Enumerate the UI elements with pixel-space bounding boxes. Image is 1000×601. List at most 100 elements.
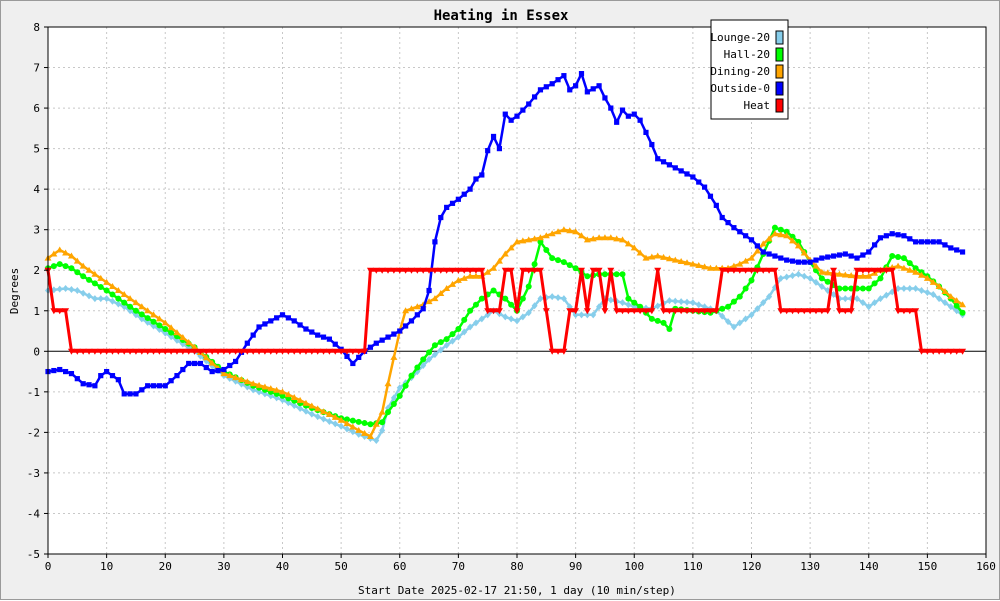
data-point <box>420 306 426 312</box>
data-point <box>68 265 75 272</box>
data-point <box>719 312 726 320</box>
data-point <box>144 315 151 322</box>
data-point <box>654 302 661 310</box>
data-point <box>325 411 333 418</box>
data-point <box>373 436 380 444</box>
data-point <box>936 239 942 245</box>
data-point <box>262 321 268 327</box>
data-point <box>150 348 158 355</box>
data-point <box>566 227 574 234</box>
data-point <box>613 271 620 278</box>
data-point <box>103 287 110 294</box>
data-point <box>608 105 614 111</box>
data-point <box>531 235 539 242</box>
data-point <box>145 383 151 389</box>
data-point <box>472 267 480 274</box>
data-point <box>683 259 691 266</box>
data-point <box>942 242 948 248</box>
data-point <box>765 235 773 242</box>
data-point <box>273 386 281 393</box>
data-point <box>396 267 404 274</box>
data-point <box>302 407 309 415</box>
data-point <box>543 246 550 253</box>
data-point <box>660 253 668 260</box>
data-point <box>742 315 749 323</box>
data-point <box>760 249 766 255</box>
data-point <box>68 285 75 293</box>
data-point <box>455 333 462 341</box>
data-point <box>912 308 920 315</box>
data-point <box>818 268 826 275</box>
data-point <box>924 239 930 245</box>
data-point <box>56 285 63 293</box>
y-tick-label: 1 <box>33 305 40 318</box>
data-point <box>677 308 685 315</box>
data-point <box>731 225 737 231</box>
data-point <box>619 308 627 315</box>
data-point <box>62 263 69 270</box>
data-point <box>548 230 556 237</box>
data-point <box>795 259 801 265</box>
data-point <box>519 313 526 321</box>
x-tick-label: 20 <box>159 560 172 573</box>
x-tick-label: 100 <box>624 560 644 573</box>
data-point <box>343 416 350 423</box>
data-point <box>437 339 444 346</box>
data-point <box>836 252 843 258</box>
data-point <box>589 235 597 242</box>
data-point <box>255 348 263 355</box>
data-point <box>601 308 609 315</box>
data-point <box>777 231 785 238</box>
data-point <box>86 292 93 300</box>
data-point <box>900 255 907 262</box>
data-point <box>649 141 655 148</box>
series-outside-0 <box>45 71 966 397</box>
data-point <box>279 392 286 399</box>
data-point <box>91 280 98 287</box>
data-point <box>578 71 585 77</box>
data-point <box>420 361 427 369</box>
data-point <box>906 284 913 292</box>
data-point <box>514 113 520 119</box>
legend-swatch <box>775 64 784 79</box>
data-point <box>197 360 204 367</box>
data-point <box>766 293 773 301</box>
data-point <box>127 391 133 397</box>
data-point <box>180 366 186 373</box>
data-point <box>320 334 327 340</box>
series-heat <box>44 267 967 355</box>
data-point <box>607 234 615 241</box>
data-point <box>50 308 58 315</box>
data-point <box>508 301 515 308</box>
data-point <box>91 295 98 303</box>
data-point <box>883 291 890 299</box>
x-tick-label: 40 <box>276 560 289 573</box>
data-point <box>208 348 216 355</box>
data-point <box>642 254 650 261</box>
data-point <box>613 308 621 315</box>
x-tick-label: 130 <box>800 560 820 573</box>
data-point <box>918 287 925 294</box>
data-point <box>290 348 298 355</box>
data-point <box>537 87 544 93</box>
data-point <box>636 249 644 256</box>
data-point <box>414 312 420 318</box>
data-point <box>50 263 57 270</box>
data-point <box>303 326 309 332</box>
data-point <box>807 259 813 265</box>
data-point <box>706 264 714 271</box>
data-point <box>138 311 145 318</box>
data-point <box>490 264 498 271</box>
data-point <box>138 303 146 310</box>
data-point <box>156 383 162 389</box>
data-point <box>255 381 263 388</box>
data-point <box>56 308 64 315</box>
data-point <box>819 255 825 261</box>
data-point <box>455 196 461 202</box>
data-point <box>156 322 163 329</box>
data-point <box>748 277 755 284</box>
data-point <box>859 285 866 292</box>
data-point <box>631 111 637 117</box>
data-point <box>396 392 403 399</box>
data-point <box>706 308 714 315</box>
